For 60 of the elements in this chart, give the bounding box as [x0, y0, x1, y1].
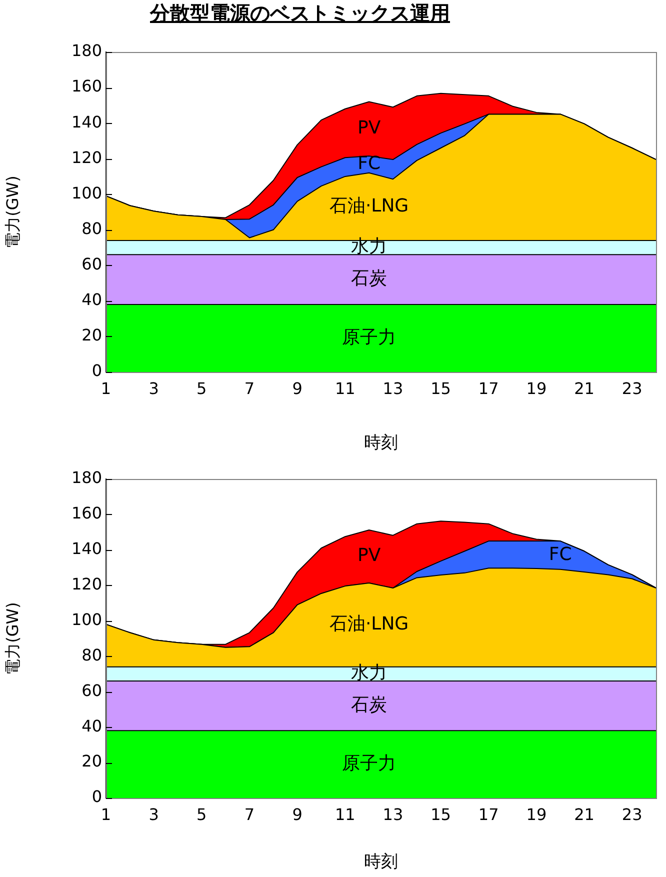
series-label: 原子力	[342, 326, 396, 348]
y-tick-label: 160	[71, 76, 102, 96]
y-tick-label: 0	[92, 787, 102, 806]
series-label: 原子力	[342, 753, 396, 774]
y-tick-label: 180	[71, 41, 102, 60]
y-tick-label: 40	[82, 716, 102, 736]
y-tick-label: 60	[82, 680, 102, 700]
x-tick-label: 19	[526, 378, 547, 398]
x-tick-label: 9	[292, 378, 302, 398]
series-label: 石炭	[351, 694, 388, 716]
x-tick-label: 17	[478, 804, 499, 824]
y-tick-label: 100	[71, 610, 102, 629]
y-tick-label: 0	[92, 361, 102, 380]
x-tick-label: 3	[148, 804, 159, 824]
x-tick-label: 11	[334, 804, 356, 824]
y-tick-label: 180	[71, 468, 102, 488]
x-tick-label: 23	[622, 378, 642, 398]
y-tick-label: 80	[82, 645, 102, 664]
x-tick-label: 3	[148, 378, 159, 398]
series-label: PV	[357, 545, 382, 566]
x-axis-title: 時刻	[364, 852, 398, 872]
chart-title: 分散型電源のベストミックス運用	[148, 2, 451, 27]
x-tick-label: 5	[196, 804, 207, 824]
x-tick-label: 19	[526, 804, 547, 824]
x-axis-title: 時刻	[364, 433, 398, 454]
series-label: 石炭	[351, 268, 388, 290]
y-tick-label: 140	[71, 112, 102, 132]
series-label: 石油·LNG	[329, 614, 409, 635]
x-tick-label: 13	[382, 378, 404, 398]
x-tick-label: 15	[430, 804, 451, 824]
x-tick-label: 9	[292, 804, 302, 824]
x-tick-label: 13	[382, 804, 404, 824]
y-tick-label: 40	[82, 290, 102, 310]
series-label: FC	[548, 544, 572, 565]
y-axis-title: 電力(GW)	[2, 602, 22, 675]
series-label: PV	[357, 118, 382, 139]
x-tick-label: 17	[478, 378, 499, 398]
x-tick-label: 23	[622, 804, 642, 824]
x-tick-label: 7	[244, 804, 255, 824]
y-tick-label: 80	[82, 218, 102, 238]
x-tick-label: 21	[574, 378, 594, 398]
x-tick-label: 5	[196, 378, 207, 398]
y-tick-label: 100	[71, 183, 102, 202]
y-tick-label: 20	[82, 326, 102, 345]
series-label: 石油·LNG	[329, 195, 409, 216]
x-tick-label: 1	[100, 378, 112, 398]
y-tick-label: 160	[71, 504, 102, 523]
y-tick-label: 120	[71, 148, 102, 167]
y-tick-label: 60	[82, 254, 102, 274]
x-tick-label: 11	[334, 378, 356, 398]
x-tick-label: 1	[100, 804, 112, 824]
x-tick-label: 7	[244, 378, 255, 398]
y-tick-label: 20	[82, 752, 102, 771]
series-label: 水力	[351, 236, 388, 258]
y-axis-title: 電力(GW)	[2, 176, 22, 248]
x-tick-label: 15	[430, 378, 451, 398]
series-label: 水力	[351, 662, 388, 684]
y-tick-label: 140	[71, 539, 102, 558]
x-tick-label: 21	[574, 804, 594, 824]
y-tick-label: 120	[71, 574, 102, 594]
